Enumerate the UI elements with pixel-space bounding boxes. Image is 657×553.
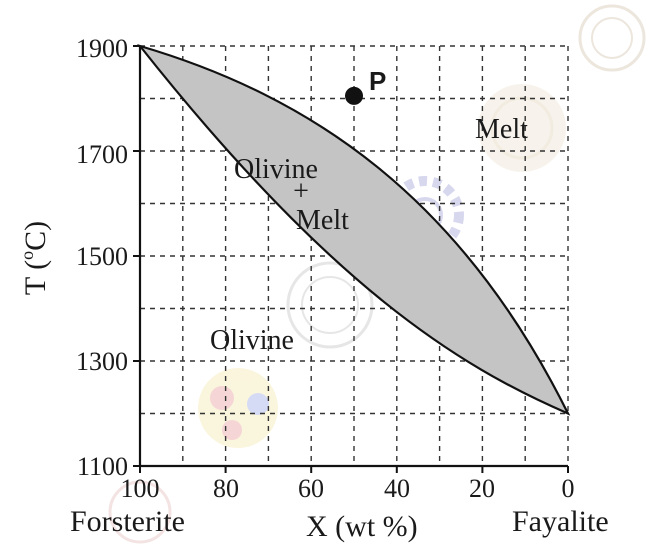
x-tick-label-60: 60	[298, 474, 324, 503]
point-p-label: P	[369, 66, 386, 96]
watermark-seal-bottom	[108, 480, 172, 544]
y-tick-label-1100: 1100	[77, 452, 128, 481]
watermark-seal-top-right	[578, 4, 646, 72]
x-tick-label-80: 80	[213, 474, 239, 503]
fayalite-label: Fayalite	[512, 505, 609, 538]
axis-tick-marks	[133, 45, 569, 473]
x-axis-title: X (wt %)	[306, 510, 418, 543]
melt-field-label: Melt	[475, 114, 528, 145]
x-tick-label-0: 0	[562, 474, 575, 503]
watermark-seal-center	[286, 261, 374, 349]
olivine-field-label: Olivine	[210, 325, 294, 356]
olivine-plus-melt-label-line2: Melt	[296, 205, 349, 236]
x-tick-label-40: 40	[384, 474, 410, 503]
olivine-plus-melt-plus-sign: +	[293, 176, 309, 207]
x-tick-label-20: 20	[469, 474, 495, 503]
y-axis-title-superscript: o	[17, 251, 37, 260]
y-axis-title: T (oC)	[17, 221, 52, 295]
y-tick-label-1700: 1700	[76, 140, 128, 169]
x-tick-label-100: 100	[121, 474, 160, 503]
point-p-marker	[345, 86, 363, 105]
y-tick-label-1300: 1300	[76, 347, 128, 376]
olivine-plus-melt-label-line1: Olivine	[234, 154, 318, 185]
y-axis-title-end: C)	[19, 221, 52, 251]
y-axis-title-main: T (	[19, 260, 52, 295]
y-tick-label-1500: 1500	[76, 242, 128, 271]
watermark-emblem-bottom-left	[198, 368, 278, 448]
y-tick-label-1900: 1900	[76, 34, 128, 63]
olivine-melt-two-phase-field	[136, 43, 571, 416]
forsterite-label: Forsterite	[70, 505, 185, 538]
